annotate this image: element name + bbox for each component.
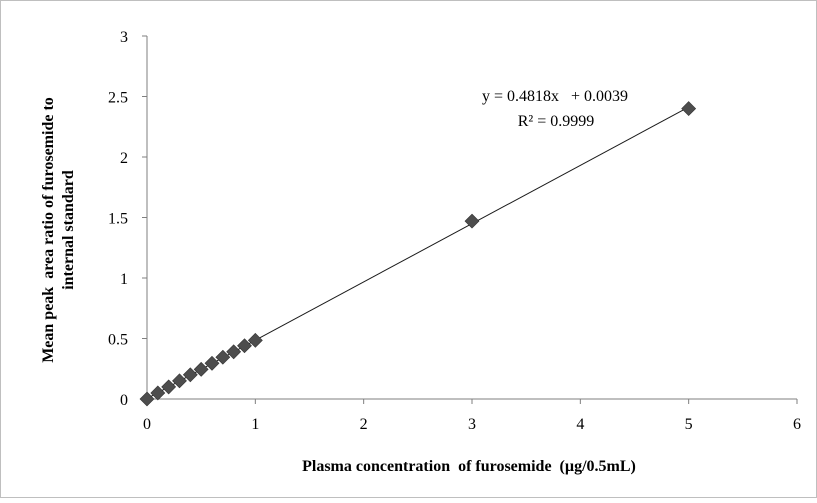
- r-squared-label: R² = 0.9999: [518, 113, 595, 130]
- x-axis-title: Plasma concentration of furosemide (µg/0…: [302, 458, 636, 475]
- data-point: [139, 391, 155, 407]
- data-point: [247, 332, 263, 348]
- x-tick-label: 3: [468, 416, 476, 433]
- data-point: [172, 373, 187, 389]
- x-tick-label: 6: [793, 416, 801, 433]
- x-tick-label: 2: [360, 416, 368, 433]
- y-tick-label: 1: [120, 271, 128, 288]
- data-point: [161, 379, 177, 395]
- x-tick-label: 5: [685, 416, 693, 433]
- y-tick-label: 2: [120, 150, 128, 167]
- data-point: [150, 385, 166, 401]
- y-axis-ticks: 0 0.5 1 1.5 2 2.5 3: [108, 29, 147, 409]
- data-point: [464, 213, 480, 229]
- data-points: [139, 101, 697, 407]
- data-point: [681, 101, 697, 117]
- y-tick-label: 1.5: [108, 211, 128, 228]
- y-tick-label: 0: [120, 392, 128, 409]
- trendline-equation: y = 0.4818x + 0.0039: [482, 88, 628, 105]
- data-point: [193, 361, 209, 377]
- y-axis-title-group: Mean peak area ratio of furosemide to in…: [40, 97, 77, 363]
- y-tick-label: 0.5: [108, 332, 128, 349]
- x-axis-ticks: 0 1 2 3 4 5 6: [143, 399, 801, 433]
- y-axis-title-line1: Mean peak area ratio of furosemide to: [40, 97, 57, 363]
- data-point: [182, 367, 198, 383]
- x-tick-label: 0: [143, 416, 151, 433]
- x-tick-label: 1: [251, 416, 259, 433]
- data-point: [226, 344, 242, 360]
- data-point: [237, 338, 252, 354]
- x-tick-label: 4: [576, 416, 584, 433]
- y-tick-label: 2.5: [108, 90, 128, 107]
- y-axis-title-line2: internal standard: [60, 170, 77, 290]
- data-point: [204, 355, 220, 371]
- y-tick-label: 3: [120, 29, 128, 46]
- data-point: [215, 349, 231, 365]
